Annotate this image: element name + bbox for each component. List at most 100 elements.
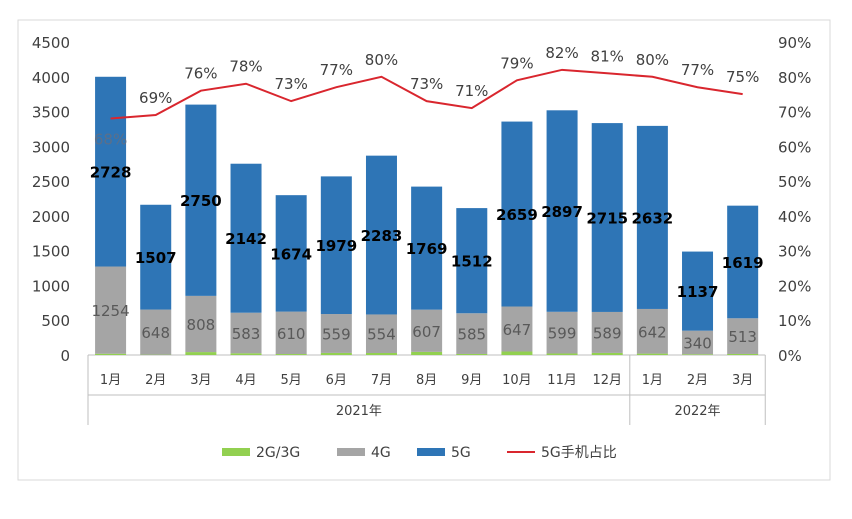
- left-tick-label: 1000: [32, 277, 70, 295]
- data-label-4g: 583: [232, 325, 261, 343]
- left-tick-label: 1500: [32, 243, 70, 261]
- x-tick-label: 2月: [145, 373, 166, 388]
- left-tick-label: 4500: [32, 34, 70, 52]
- data-label-5g: 2142: [225, 230, 267, 248]
- right-tick-label: 10%: [778, 312, 811, 330]
- data-label-5g: 1979: [315, 237, 357, 255]
- data-label-share: 76%: [184, 65, 217, 83]
- data-label-5g: 2750: [180, 192, 222, 210]
- data-label-4g: 808: [187, 316, 216, 334]
- data-label-4g: 1254: [91, 302, 129, 320]
- data-label-share: 71%: [455, 82, 488, 100]
- data-label-5g: 2632: [632, 209, 674, 227]
- data-label-share: 82%: [545, 44, 578, 62]
- data-label-share: 80%: [636, 51, 669, 69]
- x-tick-label: 4月: [235, 373, 256, 388]
- right-tick-label: 20%: [778, 277, 811, 295]
- data-label-5g: 1507: [135, 249, 177, 267]
- data-label-5g: 1512: [451, 253, 493, 271]
- bar-2g-3g: [321, 353, 352, 355]
- right-tick-label: 50%: [778, 173, 811, 191]
- legend-label: 4G: [371, 445, 391, 461]
- left-tick-label: 0: [60, 347, 70, 365]
- data-label-4g: 648: [141, 324, 170, 342]
- data-label-5g: 1137: [677, 283, 719, 301]
- right-tick-label: 30%: [778, 243, 811, 261]
- data-label-share: 75%: [726, 68, 759, 86]
- data-label-4g: 647: [503, 321, 532, 339]
- data-label-4g: 607: [412, 323, 441, 341]
- data-label-5g: 1769: [406, 240, 448, 258]
- data-label-5g: 1674: [270, 245, 312, 263]
- data-label-share: 78%: [229, 58, 262, 76]
- data-label-share: 73%: [275, 75, 308, 93]
- data-label-4g: 610: [277, 325, 306, 343]
- bar-2g-3g: [276, 354, 307, 355]
- bar-2g-3g: [231, 353, 262, 355]
- x-tick-label: 9月: [461, 373, 482, 388]
- bar-2g-3g: [185, 352, 216, 355]
- data-label-4g: 559: [322, 325, 351, 343]
- x-tick-label: 1月: [642, 373, 663, 388]
- data-label-5g: 2728: [90, 164, 132, 182]
- legend-swatch: [337, 448, 365, 456]
- data-label-share: 77%: [681, 61, 714, 79]
- bar-2g-3g: [366, 353, 397, 355]
- right-tick-label: 40%: [778, 208, 811, 226]
- right-tick-label: 80%: [778, 69, 811, 87]
- left-tick-label: 3000: [32, 138, 70, 156]
- bar-2g-3g: [95, 354, 126, 355]
- data-label-share: 68%: [94, 131, 127, 149]
- bar-2g-3g: [547, 353, 578, 355]
- x-tick-label: 1月: [100, 373, 121, 388]
- group-label: 2022年: [674, 404, 720, 419]
- x-tick-label: 3月: [190, 373, 211, 388]
- data-label-share: 81%: [591, 47, 624, 65]
- data-label-4g: 585: [457, 326, 486, 344]
- left-tick-label: 500: [41, 312, 70, 330]
- left-tick-label: 3500: [32, 104, 70, 122]
- data-label-5g: 2715: [586, 210, 628, 228]
- x-tick-label: 8月: [416, 373, 437, 388]
- x-tick-label: 12月: [592, 373, 622, 388]
- data-label-share: 77%: [320, 61, 353, 79]
- bar-2g-3g: [501, 352, 532, 355]
- right-tick-label: 60%: [778, 138, 811, 156]
- data-label-5g: 2897: [541, 203, 583, 221]
- bar-2g-3g: [592, 353, 623, 355]
- data-label-4g: 642: [638, 323, 667, 341]
- bar-2g-3g: [637, 354, 668, 355]
- right-tick-label: 70%: [778, 104, 811, 122]
- data-label-4g: 554: [367, 326, 396, 344]
- legend-label: 2G/3G: [256, 445, 300, 461]
- bar-2g-3g: [682, 354, 713, 355]
- x-tick-label: 11月: [547, 373, 577, 388]
- right-tick-label: 0%: [778, 347, 802, 365]
- data-label-5g: 2283: [361, 227, 403, 245]
- data-label-share: 80%: [365, 51, 398, 69]
- data-label-share: 79%: [500, 54, 533, 72]
- left-tick-label: 4000: [32, 69, 70, 87]
- x-tick-label: 5月: [281, 373, 302, 388]
- x-tick-label: 10月: [502, 373, 532, 388]
- x-tick-label: 7月: [371, 373, 392, 388]
- bar-2g-3g: [411, 352, 442, 355]
- left-tick-label: 2500: [32, 173, 70, 191]
- bar-2g-3g: [727, 354, 758, 355]
- x-tick-label: 3月: [732, 373, 753, 388]
- data-label-share: 69%: [139, 89, 172, 107]
- legend-label: 5G手机占比: [541, 445, 617, 461]
- legend-swatch: [222, 448, 250, 456]
- data-label-5g: 2659: [496, 206, 538, 224]
- x-tick-label: 6月: [326, 373, 347, 388]
- left-tick-label: 2000: [32, 208, 70, 226]
- data-label-4g: 340: [683, 334, 712, 352]
- bar-2g-3g: [456, 354, 487, 355]
- data-label-share: 73%: [410, 75, 443, 93]
- legend-swatch: [417, 448, 445, 456]
- legend-label: 5G: [451, 445, 471, 461]
- data-label-4g: 589: [593, 324, 622, 342]
- data-label-4g: 513: [728, 328, 757, 346]
